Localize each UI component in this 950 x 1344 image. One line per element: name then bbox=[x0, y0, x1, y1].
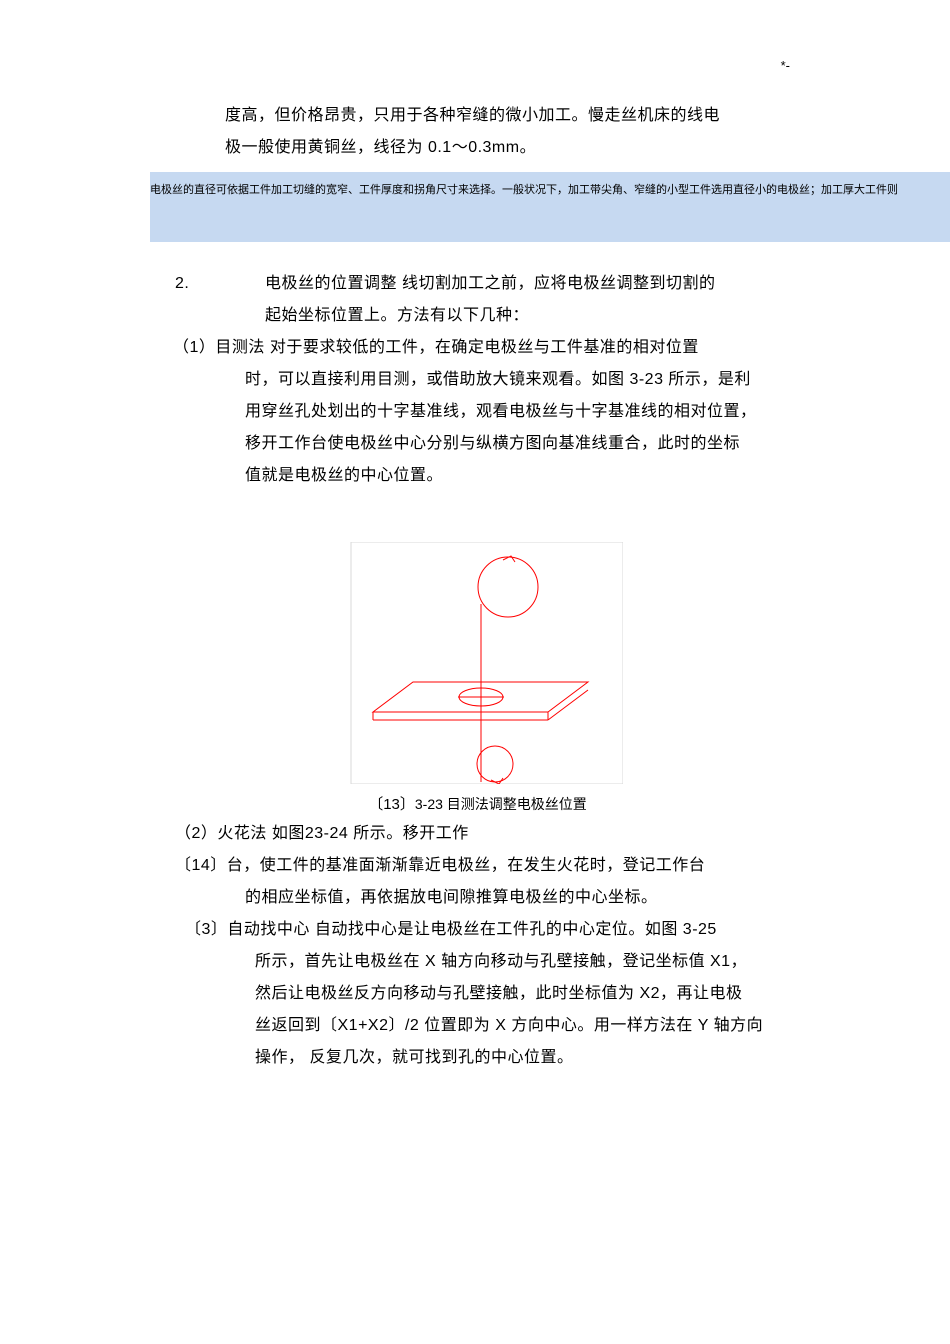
sub3-body: 所示，首先让电极丝在 X 轴方向移动与孔壁接触，登记坐标值 X1， 然后让电极丝… bbox=[255, 946, 800, 1074]
sub-item-14: 〔14〕台，使工件的基准面渐渐靠近电极丝，在发生火花时，登记工作台 的相应坐标值… bbox=[175, 850, 800, 914]
section2-line1: 电极丝的位置调整 线切割加工之前，应将电极丝调整到切割的 bbox=[265, 275, 715, 292]
figure-caption: 〔13〕3-23 目测法调整电极丝位置 bbox=[155, 793, 800, 814]
list-body-2: 电极丝的位置调整 线切割加工之前，应将电极丝调整到切割的 起始坐标位置上。方法有… bbox=[265, 268, 715, 332]
highlighted-note: 电极丝的直径可依据工件加工切缝的宽窄、工件厚度和拐角尺寸来选择。一般状况下，加工… bbox=[150, 172, 950, 242]
sub-item-2: （2）火花法 如图23-24 所示。移开工作 bbox=[175, 818, 800, 850]
corner-mark: *- bbox=[781, 58, 790, 73]
sub1-l1: 时，可以直接利用目测，或借助放大镜来观看。如图 3-23 所示，是利 bbox=[245, 371, 751, 388]
intro-line-2: 极一般使用黄铜丝，线径为 0.1～0.3mm。 bbox=[225, 139, 536, 156]
list-number-2: 2. bbox=[175, 268, 193, 332]
sub1-head: （1）目测法 对于要求较低的工件，在确定电极丝与工件基准的相对位置 bbox=[173, 339, 699, 356]
figure-3-23-svg bbox=[333, 542, 623, 784]
sub3-head: 自动找中心 自动找中心是让电极丝在工件孔的中心定位。如图 3-25 bbox=[227, 921, 716, 938]
list-item-2: 2. 电极丝的位置调整 线切割加工之前，应将电极丝调整到切割的 起始坐标位置上。… bbox=[155, 268, 800, 332]
sub14-l1: 的相应坐标值，再依据放电间隙推算电极丝的中心坐标。 bbox=[245, 889, 658, 906]
sub3-l2: 然后让电极丝反方向移动与孔壁接触，此时坐标值为 X2，再让电极 bbox=[255, 985, 743, 1002]
figure-3-23: 〔13〕3-23 目测法调整电极丝位置 bbox=[155, 542, 800, 814]
sub1-body: 时，可以直接利用目测，或借助放大镜来观看。如图 3-23 所示，是利 用穿丝孔处… bbox=[245, 364, 800, 492]
sub-item-3: 〔3〕自动找中心 自动找中心是让电极丝在工件孔的中心定位。如图 3-25 所示，… bbox=[185, 914, 800, 1074]
intro-line-1: 度高，但价格昂贵，只用于各种窄缝的微小加工。慢走丝机床的线电 bbox=[225, 107, 720, 124]
sub14-head: 〔14〕台，使工件的基准面渐渐靠近电极丝，在发生火花时，登记工作台 bbox=[175, 857, 705, 874]
sub1-l2: 用穿丝孔处划出的十字基准线，观看电极丝与十字基准线的相对位置， bbox=[245, 403, 757, 420]
sub-item-1: （1）目测法 对于要求较低的工件，在确定电极丝与工件基准的相对位置 时，可以直接… bbox=[175, 332, 800, 492]
sub3-l4: 操作， 反复几次，就可找到孔的中心位置。 bbox=[255, 1049, 573, 1066]
caption-bracket: 〔13〕 bbox=[368, 796, 415, 813]
sub3-num: 〔3〕 bbox=[185, 921, 227, 938]
sub3-l3: 丝返回到〔X1+X2〕/2 位置即为 X 方向中心。用一样方法在 Y 轴方向 bbox=[255, 1017, 763, 1034]
intro-paragraph: 度高，但价格昂贵，只用于各种窄缝的微小加工。慢走丝机床的线电 极一般使用黄铜丝，… bbox=[225, 100, 800, 164]
caption-text: 3-23 目测法调整电极丝位置 bbox=[415, 796, 587, 812]
sub3-l1: 所示，首先让电极丝在 X 轴方向移动与孔壁接触，登记坐标值 X1， bbox=[255, 953, 747, 970]
sub14-body: 的相应坐标值，再依据放电间隙推算电极丝的中心坐标。 bbox=[245, 882, 800, 914]
section-2: 2. 电极丝的位置调整 线切割加工之前，应将电极丝调整到切割的 起始坐标位置上。… bbox=[155, 268, 800, 332]
sub2-text: （2）火花法 如图23-24 所示。移开工作 bbox=[175, 825, 469, 842]
sub1-l3: 移开工作台使电极丝中心分别与纵横方图向基准线重合，此时的坐标 bbox=[245, 435, 740, 452]
sub1-l4: 值就是电极丝的中心位置。 bbox=[245, 467, 443, 484]
section2-line2: 起始坐标位置上。方法有以下几种： bbox=[265, 307, 529, 324]
page-content: 度高，但价格昂贵，只用于各种窄缝的微小加工。慢走丝机床的线电 极一般使用黄铜丝，… bbox=[0, 0, 950, 1134]
